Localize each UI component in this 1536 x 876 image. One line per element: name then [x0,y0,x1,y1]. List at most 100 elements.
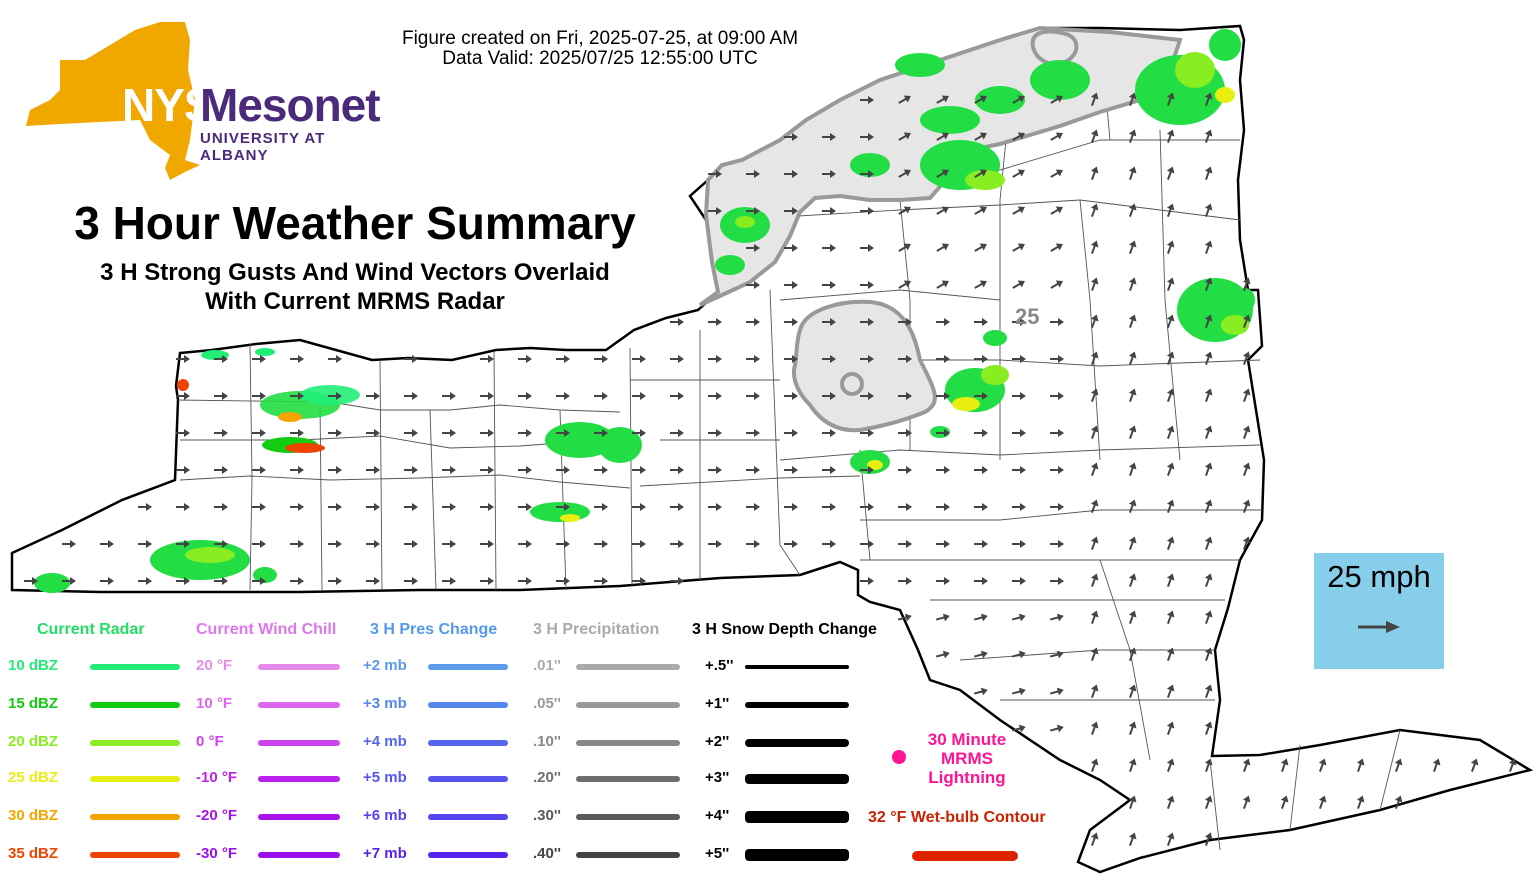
page-title: 3 Hour Weather Summary [74,197,636,249]
wind-vector [1050,540,1064,548]
legend-windchill-label: 10 °F [196,695,233,712]
wind-vector [290,355,304,363]
wind-vector [898,132,911,141]
legend-pressure-swatch [428,740,508,746]
logo-university-text: UNIVERSITY AT ALBANY [200,130,326,164]
wind-vector [404,503,418,511]
wind-vectors [24,92,1517,846]
wind-vector [973,613,988,622]
wind-vector [974,206,987,215]
wind-vector [480,540,494,548]
wind-vector [632,577,646,585]
legend-pressure-swatch [428,776,508,782]
legend-pressure-swatch [428,852,508,858]
wind-vector [670,355,684,363]
wind-vector [670,429,684,437]
wind-vector [1242,351,1251,365]
wind-vector [936,355,950,363]
legend-precip-swatch [576,852,680,858]
wind-vector [1012,503,1026,511]
wind-vector [822,540,836,548]
wind-vector [138,503,152,511]
legend-precip-swatch [576,776,680,782]
wind-vector [290,466,304,474]
wind-vector [936,280,949,289]
wind-vector [936,540,950,548]
wind-vector [252,429,266,437]
wind-vector [784,244,798,252]
wind-vector [366,540,380,548]
wind-vector [214,466,228,474]
wind-vector [404,429,418,437]
wind-vector [784,503,798,511]
wind-vector [1128,499,1137,513]
wind-vector [214,540,228,548]
wind-vector [252,503,266,511]
wind-vector [1090,758,1099,772]
wind-vector [442,429,456,437]
wind-vector [556,355,570,363]
wind-vector [1470,758,1479,772]
wind-vector [62,540,76,548]
wind-vector [1166,536,1175,550]
wind-vector [1050,392,1064,400]
legend-pressure-label: +3 mb [363,695,407,712]
wind-vector [556,429,570,437]
wind-vector [1204,203,1213,217]
wind-vector [1128,832,1137,846]
wind-vector [1011,613,1026,622]
wind-vector [974,577,988,585]
wind-vector [860,96,874,104]
logo: NYS Mesonet UNIVERSITY AT ALBANY [22,22,381,182]
wind-vector [214,355,228,363]
wind-vector [1242,536,1251,550]
wind-vector [1204,129,1213,143]
wind-vector [1090,610,1099,624]
wind-vector [784,170,798,178]
wind-vector [822,207,836,215]
wind-vector [1394,795,1403,809]
legend-precip-label: .05'' [533,695,561,712]
wind-vector [784,207,798,215]
legend-windchill-title: Current Wind Chill [196,621,337,638]
wind-vector [822,318,836,326]
wind-vector [860,503,874,511]
wind-vector [1318,758,1327,772]
logo-nys-text: NYS [122,79,215,131]
wind-vector [632,429,646,437]
wind-vector [898,243,911,252]
wind-vector [974,503,988,511]
wind-vector [594,355,608,363]
wind-vector [1050,169,1063,178]
wind-vector [1050,503,1064,511]
wind-vector [1012,169,1025,178]
wind-vector [898,318,912,326]
wind-vector [480,577,494,585]
wind-vector [62,577,76,585]
wind-vector [176,503,190,511]
legend-precip-label: .01'' [533,657,561,674]
legend-windchill-label: -20 °F [196,807,238,824]
wind-vector [670,318,684,326]
wind-vector [822,281,836,289]
wind-vector [442,392,456,400]
legend-snow-swatch [745,774,849,784]
wind-vector [936,243,949,252]
wind-vector [784,429,798,437]
wind-vector [1128,277,1137,291]
wind-vector [1090,351,1099,365]
wind-vector [670,577,684,585]
wind-vector [708,170,722,178]
wind-vector [1508,758,1517,772]
wind-vector [936,392,950,400]
wind-vector [328,355,342,363]
legend-snow-swatch [745,665,849,669]
wind-vector [708,355,722,363]
wind-vector [1204,277,1213,291]
wind-vector [670,503,684,511]
legend-precip-label: .30'' [533,807,561,824]
wind-vector [860,318,874,326]
wind-vector [1204,832,1213,846]
wind-vector [1050,280,1063,289]
wind-vector [594,503,608,511]
